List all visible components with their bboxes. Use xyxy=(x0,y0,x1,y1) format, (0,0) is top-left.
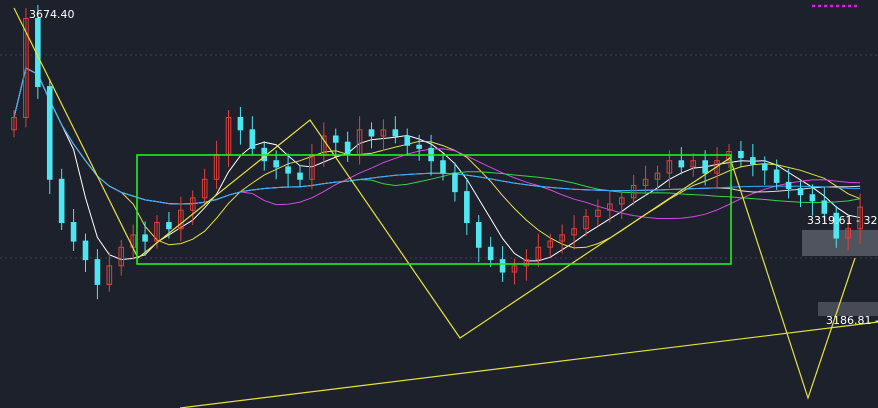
candle-body xyxy=(106,265,113,285)
support-band xyxy=(818,302,878,316)
candle-body xyxy=(571,228,577,236)
candle-body xyxy=(344,141,351,156)
candle-body xyxy=(809,194,816,202)
candle-body xyxy=(702,160,708,174)
candle-body xyxy=(273,160,279,168)
candle-body xyxy=(750,157,756,165)
candle-body xyxy=(58,178,65,224)
price-labels: 3674.40 3319.61 - 32 3186.81 - xyxy=(29,8,878,327)
candle-body xyxy=(583,215,589,230)
ma250-line xyxy=(179,321,878,408)
candle-body xyxy=(440,160,446,174)
candle-body xyxy=(607,203,613,211)
candle-body xyxy=(857,206,863,230)
zigzag-line xyxy=(13,7,856,400)
candle-body xyxy=(595,209,601,217)
high-price-label: 3674.40 xyxy=(29,8,75,21)
candle-body xyxy=(654,172,661,180)
ma5-line xyxy=(13,67,861,262)
candle-body xyxy=(46,86,53,180)
candle-body xyxy=(380,129,387,137)
candle-body xyxy=(559,234,565,242)
candle-body xyxy=(714,160,720,174)
ma10-line xyxy=(13,67,861,249)
candle-body xyxy=(249,129,256,149)
candle-body xyxy=(797,188,804,196)
candle-body xyxy=(70,222,77,242)
candle-body xyxy=(94,259,101,285)
resistance-band xyxy=(802,230,878,256)
candle-body xyxy=(82,240,89,261)
candle-body xyxy=(237,116,244,131)
candle-body xyxy=(523,259,530,267)
candle-body xyxy=(773,169,780,183)
candle-body xyxy=(535,246,542,261)
candle-body xyxy=(201,178,208,199)
candle-body xyxy=(404,135,411,146)
zigzag-polyline xyxy=(13,7,856,400)
mid-price-label: 3319.61 - 32 xyxy=(807,214,877,227)
candle-body xyxy=(738,150,744,159)
ma60-line xyxy=(13,67,861,205)
candle-body xyxy=(761,163,768,171)
candle-body xyxy=(332,135,339,143)
candle-body xyxy=(142,234,148,242)
candle-body xyxy=(166,222,172,230)
ma120-line xyxy=(13,67,861,205)
candle-body xyxy=(618,197,625,205)
candle-body xyxy=(452,172,458,193)
candle-body xyxy=(785,181,792,190)
candle-body xyxy=(285,166,291,174)
candle-body xyxy=(678,160,685,168)
candle-body xyxy=(392,129,399,137)
consolidation-box xyxy=(136,154,732,265)
candle-body xyxy=(630,184,637,199)
candle-body xyxy=(368,129,375,137)
candle-body xyxy=(464,191,470,224)
price-grid xyxy=(0,54,878,259)
candle-body xyxy=(178,209,184,230)
candle-body xyxy=(189,197,196,211)
candle-body xyxy=(475,222,482,248)
candle-body xyxy=(666,160,673,174)
low-price-label: 3186.81 - xyxy=(826,314,878,327)
candle-body xyxy=(23,18,29,118)
candle-body xyxy=(11,116,17,131)
candle-body xyxy=(416,144,422,149)
candle-body xyxy=(499,259,506,273)
candlesticks xyxy=(11,4,863,300)
candle-body xyxy=(547,240,554,248)
candle-body xyxy=(833,212,840,239)
candle-body xyxy=(642,178,649,186)
price-band xyxy=(802,230,878,316)
candle-body xyxy=(487,246,494,261)
ma30-line xyxy=(13,67,861,205)
candle-body xyxy=(690,160,697,168)
candle-body xyxy=(297,172,303,180)
candle-body xyxy=(845,228,851,239)
candle-body xyxy=(821,200,828,214)
candle-body xyxy=(511,265,518,273)
candle-body xyxy=(154,222,160,242)
candle-body xyxy=(118,246,125,267)
